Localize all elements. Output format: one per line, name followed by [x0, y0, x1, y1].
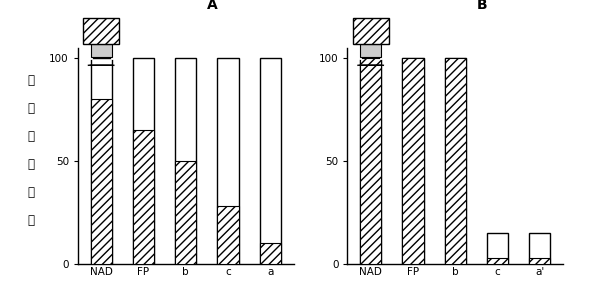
- Bar: [217, 58, 238, 264]
- Bar: [217, 206, 238, 264]
- Text: 原: 原: [27, 102, 34, 115]
- Text: 分: 分: [27, 186, 34, 199]
- Bar: [133, 58, 154, 264]
- Bar: [444, 58, 466, 264]
- Text: 百: 百: [27, 158, 34, 171]
- Text: 数: 数: [27, 214, 34, 227]
- Bar: [487, 233, 508, 264]
- Bar: [175, 58, 196, 264]
- Bar: [90, 58, 111, 264]
- Bar: [403, 58, 423, 264]
- Text: 态: 态: [27, 130, 34, 143]
- Bar: [360, 44, 381, 57]
- Text: A: A: [207, 0, 218, 12]
- Bar: [487, 258, 508, 264]
- Text: 还: 还: [27, 74, 34, 87]
- Bar: [90, 44, 111, 57]
- Bar: [530, 258, 550, 264]
- Bar: [403, 58, 423, 264]
- Bar: [530, 233, 550, 264]
- Bar: [90, 99, 111, 264]
- Bar: [133, 130, 154, 264]
- Bar: [353, 18, 389, 44]
- Bar: [360, 58, 381, 264]
- Text: B: B: [477, 0, 488, 12]
- Bar: [260, 58, 281, 264]
- Bar: [83, 18, 119, 44]
- Bar: [444, 58, 466, 264]
- Bar: [175, 161, 196, 264]
- Bar: [360, 58, 381, 264]
- Bar: [260, 243, 281, 264]
